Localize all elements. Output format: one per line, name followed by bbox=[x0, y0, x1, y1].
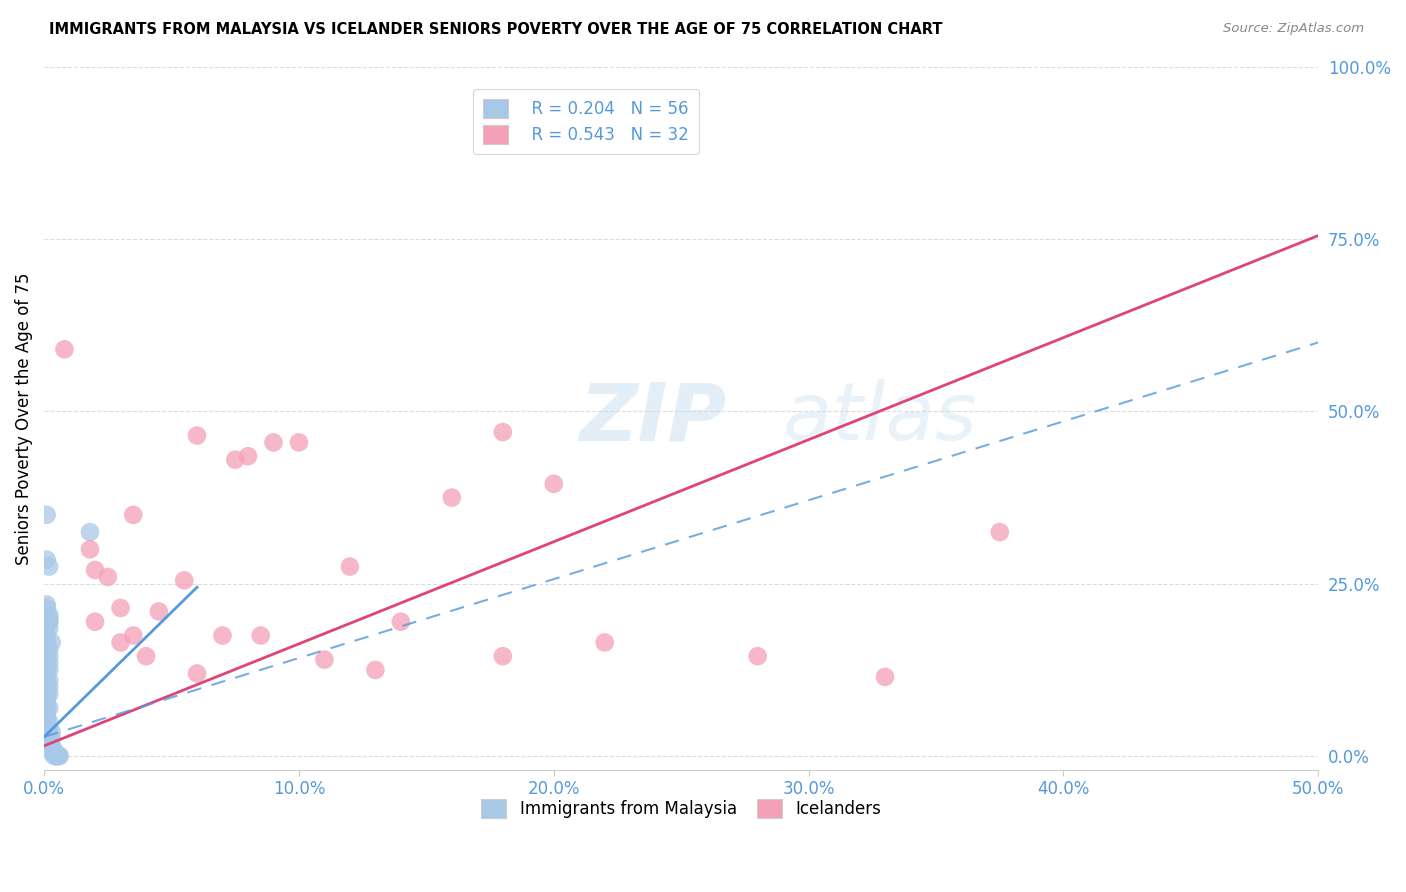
Point bbox=[35, 711, 58, 725]
Point bbox=[45, 749, 67, 764]
Point bbox=[492, 425, 515, 439]
Point bbox=[48, 748, 70, 763]
Point bbox=[38, 663, 60, 677]
Point bbox=[389, 615, 412, 629]
Point bbox=[35, 707, 58, 722]
Point bbox=[38, 735, 60, 749]
Point bbox=[45, 749, 67, 764]
Point bbox=[38, 559, 60, 574]
Point bbox=[173, 574, 195, 588]
Point bbox=[38, 642, 60, 657]
Point bbox=[38, 680, 60, 694]
Point bbox=[35, 649, 58, 664]
Point bbox=[44, 744, 66, 758]
Point bbox=[38, 615, 60, 629]
Point bbox=[35, 628, 58, 642]
Point bbox=[41, 739, 63, 753]
Point bbox=[364, 663, 387, 677]
Point bbox=[35, 607, 58, 622]
Point bbox=[35, 615, 58, 629]
Point bbox=[44, 747, 66, 761]
Point bbox=[747, 649, 769, 664]
Point bbox=[249, 628, 271, 642]
Point bbox=[593, 635, 616, 649]
Point bbox=[79, 542, 101, 557]
Point bbox=[224, 452, 246, 467]
Point bbox=[236, 449, 259, 463]
Point bbox=[35, 666, 58, 681]
Point bbox=[35, 677, 58, 691]
Point bbox=[38, 714, 60, 729]
Point bbox=[38, 729, 60, 743]
Point bbox=[122, 628, 145, 642]
Point bbox=[38, 611, 60, 625]
Point bbox=[38, 622, 60, 636]
Point bbox=[48, 749, 70, 764]
Point bbox=[38, 656, 60, 670]
Point bbox=[288, 435, 311, 450]
Point bbox=[35, 694, 58, 708]
Point bbox=[97, 570, 120, 584]
Point bbox=[339, 559, 361, 574]
Legend: Immigrants from Malaysia, Icelanders: Immigrants from Malaysia, Icelanders bbox=[475, 792, 887, 825]
Point bbox=[110, 635, 132, 649]
Point bbox=[41, 635, 63, 649]
Point bbox=[35, 659, 58, 673]
Point bbox=[110, 601, 132, 615]
Point bbox=[41, 725, 63, 739]
Point bbox=[35, 598, 58, 612]
Point bbox=[35, 698, 58, 712]
Text: ZIP: ZIP bbox=[579, 379, 727, 458]
Point bbox=[35, 718, 58, 732]
Point bbox=[314, 653, 336, 667]
Point bbox=[35, 690, 58, 705]
Point bbox=[84, 615, 107, 629]
Y-axis label: Seniors Poverty Over the Age of 75: Seniors Poverty Over the Age of 75 bbox=[15, 272, 32, 565]
Point bbox=[38, 673, 60, 688]
Point bbox=[35, 628, 58, 642]
Point bbox=[79, 525, 101, 540]
Point bbox=[35, 670, 58, 684]
Point bbox=[988, 525, 1011, 540]
Point bbox=[84, 563, 107, 577]
Point bbox=[35, 683, 58, 698]
Point bbox=[186, 428, 208, 442]
Point bbox=[41, 731, 63, 746]
Point bbox=[211, 628, 233, 642]
Point bbox=[35, 552, 58, 566]
Point bbox=[135, 649, 157, 664]
Point bbox=[38, 615, 60, 629]
Point bbox=[262, 435, 284, 450]
Text: Source: ZipAtlas.com: Source: ZipAtlas.com bbox=[1223, 22, 1364, 36]
Point bbox=[35, 508, 58, 522]
Point bbox=[35, 705, 58, 719]
Point bbox=[543, 476, 565, 491]
Point bbox=[492, 649, 515, 664]
Point bbox=[35, 642, 58, 657]
Point bbox=[440, 491, 463, 505]
Point bbox=[38, 607, 60, 622]
Point bbox=[41, 742, 63, 756]
Point bbox=[53, 343, 76, 357]
Point bbox=[35, 635, 58, 649]
Point bbox=[45, 747, 67, 762]
Text: IMMIGRANTS FROM MALAYSIA VS ICELANDER SENIORS POVERTY OVER THE AGE OF 75 CORRELA: IMMIGRANTS FROM MALAYSIA VS ICELANDER SE… bbox=[49, 22, 942, 37]
Point bbox=[148, 604, 170, 618]
Point bbox=[41, 746, 63, 760]
Point bbox=[35, 601, 58, 615]
Point bbox=[873, 670, 896, 684]
Point bbox=[186, 666, 208, 681]
Point bbox=[38, 722, 60, 736]
Text: atlas: atlas bbox=[783, 379, 979, 458]
Point bbox=[122, 508, 145, 522]
Point bbox=[38, 649, 60, 664]
Point bbox=[38, 687, 60, 701]
Point bbox=[44, 749, 66, 764]
Point bbox=[38, 701, 60, 715]
